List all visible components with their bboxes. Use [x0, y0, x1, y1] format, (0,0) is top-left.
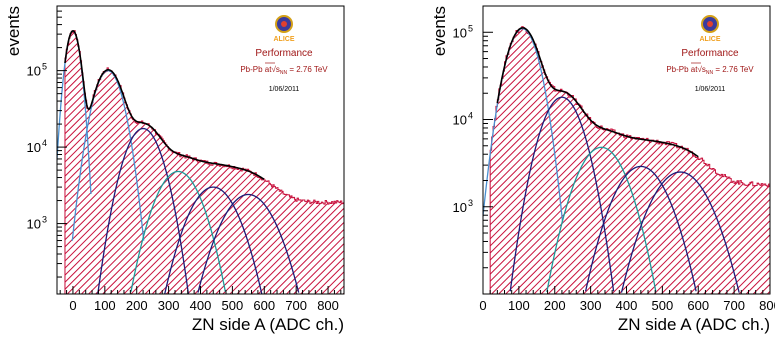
y-tick-exponent: 5 [468, 23, 473, 33]
x-tick-label: 400 [190, 298, 212, 313]
x-tick-label: 700 [723, 298, 745, 313]
y-tick-exponent: 5 [42, 62, 47, 72]
logo-text: ALICE [274, 36, 295, 43]
y-tick-exponent: 4 [468, 111, 473, 121]
alice-logo: ALICE [274, 15, 295, 43]
y-tick-exponent: 3 [42, 215, 47, 225]
x-tick-label: 100 [94, 298, 116, 313]
gaussian-fit-curve [71, 69, 145, 241]
logo-text: ALICE [700, 36, 721, 43]
system-label: Pb-Pb at√sNN = 2.76 TeV [666, 65, 754, 76]
x-tick-label: 400 [616, 298, 638, 313]
x-tick-label: 300 [580, 298, 602, 313]
gaussian-fit-curve [130, 170, 227, 292]
performance-label: Performance [681, 48, 739, 59]
total-fit-curve [496, 27, 699, 158]
system-label-sub: NN [706, 70, 714, 76]
x-tick-label: 0 [479, 298, 486, 313]
gaussian-fit-curve [164, 186, 263, 294]
y-tick-label: 10 [453, 113, 467, 128]
system-label-main: Pb-Pb at√s [240, 65, 280, 74]
y-axis-label: events [4, 6, 23, 56]
alice-logo: ALICE [700, 15, 721, 43]
system-label-main: Pb-Pb at√s [666, 65, 706, 74]
logo-core [281, 21, 287, 27]
x-tick-label: 200 [544, 298, 566, 313]
system-label: Pb-Pb at√sNN = 2.76 TeV [240, 65, 328, 76]
x-tick-label: 500 [222, 298, 244, 313]
y-tick-label: 10 [453, 25, 467, 40]
y-tick-exponent: 3 [468, 198, 473, 208]
gaussian-fit-curve [584, 165, 697, 292]
histogram-layer [57, 30, 344, 294]
gaussian-fit-curve [197, 193, 300, 293]
x-tick-label: 100 [508, 298, 530, 313]
x-tick-label: 800 [317, 298, 339, 313]
histogram-layer [483, 26, 770, 294]
logo-core [707, 21, 713, 27]
gaussian-fit-curve [546, 146, 657, 293]
y-tick-label: 10 [27, 217, 41, 232]
x-tick-label: 0 [69, 298, 76, 313]
y-tick-label: 10 [453, 200, 467, 215]
x-tick-label: 800 [759, 298, 775, 313]
x-tick-label: 700 [285, 298, 307, 313]
gaussian-fit-curve [620, 171, 740, 293]
y-axis-label: events [430, 6, 449, 56]
system-label-sub: NN [280, 70, 288, 76]
date-label: 1/06/2011 [269, 86, 300, 93]
x-tick-label: 200 [126, 298, 148, 313]
system-label-value: = 2.76 TeV [713, 65, 754, 74]
y-tick-exponent: 4 [42, 138, 47, 148]
x-tick-label: 600 [253, 298, 275, 313]
y-tick-label: 10 [27, 64, 41, 79]
x-tick-label: 500 [652, 298, 674, 313]
y-tick-label: 10 [27, 140, 41, 155]
x-axis-label: ZN side A (ADC ch.) [192, 315, 344, 334]
gaussian-fit-curve [509, 96, 615, 292]
x-tick-label: 600 [687, 298, 709, 313]
date-label: 1/06/2011 [695, 86, 726, 93]
system-label-value: = 2.76 TeV [287, 65, 328, 74]
x-tick-label: 300 [158, 298, 180, 313]
x-axis-label: ZN side A (ADC ch.) [618, 315, 770, 334]
gaussian-fit-curve [97, 127, 190, 294]
total-fit-curve [64, 30, 265, 180]
performance-label: Performance [255, 48, 313, 59]
